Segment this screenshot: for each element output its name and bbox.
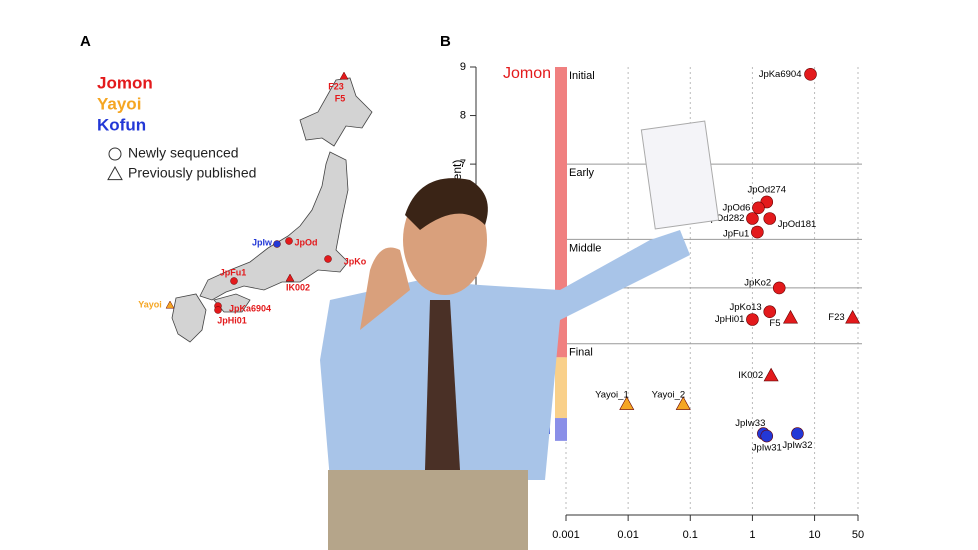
period-bar [555, 67, 567, 358]
subperiod-label: Early [569, 167, 595, 179]
panel-letter: A [80, 33, 91, 50]
y-tick-label: 8 [460, 109, 466, 121]
point [804, 67, 817, 81]
point [746, 212, 759, 225]
x-tick-label: 50 [852, 529, 864, 541]
point-label: F23 [828, 312, 844, 323]
x-tick-label: 0.001 [552, 529, 580, 541]
site-label: F23 [328, 81, 344, 91]
site-marker [285, 273, 295, 282]
point-label: Yayoi_1 [595, 389, 629, 400]
point [845, 309, 861, 324]
site-marker [339, 71, 349, 80]
site-label: F5 [335, 93, 346, 103]
point [763, 212, 777, 225]
point-label: IK002 [738, 370, 763, 381]
point-label: JpOd274 [747, 185, 786, 196]
point-label: Yayoi_2 [652, 389, 686, 400]
y-tick-label: 7 [460, 158, 466, 170]
point [772, 281, 786, 295]
site-marker [324, 255, 332, 263]
site-label: Yayoi [138, 299, 162, 309]
site-marker [165, 300, 175, 309]
site-marker [285, 237, 293, 245]
point-label: JpKo2 [744, 277, 771, 288]
period-bar [555, 418, 567, 441]
period-label: Jomon [503, 65, 551, 82]
site-marker [230, 277, 238, 285]
point-label: JpKo13 [730, 302, 762, 313]
point [752, 201, 765, 215]
point-label: JpIw33 [735, 418, 765, 429]
point [782, 309, 799, 324]
y-axis-label: ent) [450, 160, 464, 181]
site-label: JpKa6904 [229, 303, 271, 313]
point-label: JpKa6904 [759, 69, 802, 80]
point [746, 313, 759, 326]
japan-map [171, 77, 373, 343]
x-tick-label: 10 [808, 529, 820, 541]
point [763, 305, 777, 319]
point-label: JpHi01 [715, 314, 745, 325]
site-marker [273, 240, 281, 248]
legend-text: Previously published [128, 165, 256, 181]
subperiod-label: Final [569, 347, 593, 359]
point-label: JpOd6 [722, 202, 750, 213]
y-tick-label: 9 [460, 61, 466, 73]
period-bar [555, 357, 567, 419]
point [751, 225, 764, 239]
subperiod-label: Middle [569, 242, 601, 254]
point-label: JpIw32 [782, 440, 812, 451]
site-label: JpHi01 [217, 315, 247, 325]
point-label: JpOd282 [706, 213, 745, 224]
legend-text: Newly sequenced [128, 145, 239, 161]
point-label: JpOd181 [778, 219, 817, 230]
point [619, 396, 635, 410]
site-label: JpKo [344, 256, 367, 266]
point-label: JpFu1 [723, 229, 749, 240]
site-marker [214, 306, 222, 314]
panel-letter: B [440, 33, 451, 50]
point-label: F5 [769, 318, 780, 329]
legend-circle [108, 147, 122, 161]
point [760, 429, 774, 443]
site-label: IK002 [286, 282, 310, 292]
x-tick-label: 1 [749, 529, 755, 541]
legend-label: Yayoi [97, 94, 141, 113]
point [763, 367, 779, 382]
site-label: JpOd [294, 237, 317, 247]
legend-label: Jomon [97, 73, 153, 92]
point-label: JpIw31 [752, 443, 782, 454]
site-label: JpFu1 [220, 267, 247, 277]
point [675, 396, 691, 410]
x-tick-label: 0.1 [683, 529, 698, 541]
legend-triangle [107, 165, 123, 181]
x-tick-label: 0.01 [617, 529, 638, 541]
site-label: JpIw [252, 237, 273, 247]
subperiod-label: Initial [569, 70, 595, 82]
legend-label: Kofun [97, 115, 146, 134]
point [791, 427, 804, 440]
meme-person [320, 120, 720, 550]
